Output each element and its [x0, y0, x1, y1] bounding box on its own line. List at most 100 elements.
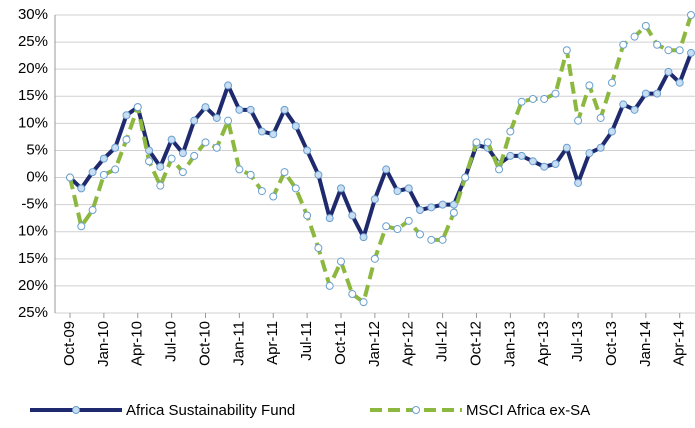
point [630, 32, 639, 41]
point [596, 113, 605, 122]
point [438, 200, 447, 209]
point [495, 165, 504, 174]
point [348, 290, 357, 299]
point [224, 81, 233, 90]
x-tick-label: Jul-13 [569, 321, 586, 362]
point [190, 151, 199, 160]
legend-marker [72, 406, 80, 414]
point [212, 113, 221, 122]
point [630, 105, 639, 114]
point [111, 143, 120, 152]
point [528, 94, 537, 103]
point [314, 170, 323, 179]
point [145, 146, 154, 155]
point [77, 222, 86, 231]
point [687, 11, 695, 19]
point [291, 184, 300, 193]
y-tick-label: 10% [18, 223, 48, 240]
point [156, 181, 165, 190]
point [585, 149, 594, 158]
legend-marker [412, 406, 420, 414]
x-tick-label: Apr-12 [400, 321, 417, 366]
x-tick-label: Jul-12 [434, 321, 451, 362]
point [88, 168, 97, 177]
x-tick-label: Jan-13 [501, 321, 518, 367]
point [280, 168, 289, 177]
point [517, 97, 526, 106]
point [178, 168, 187, 177]
legend-label: MSCI Africa ex-SA [466, 402, 590, 419]
point [303, 146, 312, 155]
point [280, 105, 289, 114]
point [540, 94, 549, 103]
y-tick-label: 25% [18, 33, 48, 50]
point [461, 173, 470, 182]
point [653, 89, 662, 98]
point [111, 165, 120, 174]
point [517, 151, 526, 160]
x-tick-label: Jan-14 [637, 321, 654, 367]
point [246, 105, 255, 114]
point [574, 116, 583, 125]
point [449, 200, 458, 209]
point [393, 187, 402, 196]
x-tick-label: Jul-10 [163, 321, 180, 362]
point [607, 78, 616, 87]
y-tick-label: 20% [18, 60, 48, 77]
point [664, 67, 673, 76]
legend-label: Africa Sustainability Fund [126, 402, 295, 419]
point [619, 100, 628, 109]
point [540, 162, 549, 171]
point [483, 138, 492, 147]
point [359, 233, 368, 242]
point [438, 235, 447, 244]
x-tick-label: Apr-13 [535, 321, 552, 366]
point [596, 143, 605, 152]
x-tick-label: Jul-11 [298, 321, 315, 361]
y-tick-label: 15% [18, 87, 48, 104]
point [257, 187, 266, 196]
point [607, 127, 616, 136]
x-tick-label: Oct-13 [603, 321, 620, 366]
point [201, 138, 210, 147]
point [359, 298, 368, 307]
x-tick-label: Oct-10 [196, 321, 213, 366]
x-tick-label: Apr-10 [129, 321, 146, 366]
x-tick-label: Jan-12 [366, 321, 383, 367]
point [370, 195, 379, 204]
point [99, 170, 108, 179]
point [325, 214, 334, 223]
point [404, 216, 413, 225]
x-tick-label: Jan-10 [95, 321, 112, 367]
x-tick-label: Oct-12 [467, 321, 484, 366]
point [88, 206, 97, 215]
point [178, 149, 187, 158]
point [224, 116, 233, 125]
point [562, 143, 571, 152]
point [66, 173, 74, 182]
y-tick-label: -5% [21, 196, 48, 213]
point [336, 184, 345, 193]
y-tick-label: 0% [26, 169, 48, 186]
x-tick-label: Oct-09 [61, 321, 78, 366]
point [370, 254, 379, 263]
point [641, 21, 650, 30]
point [99, 154, 108, 163]
point [122, 135, 131, 144]
point [449, 208, 458, 217]
point [404, 184, 413, 193]
x-tick-label: Oct-11 [332, 321, 349, 365]
point [303, 211, 312, 220]
point [201, 103, 210, 112]
point [190, 116, 199, 125]
x-tick-label: Apr-14 [671, 321, 688, 366]
point [687, 48, 695, 57]
y-tick-label: 25% [18, 304, 48, 321]
point [393, 225, 402, 234]
point [212, 143, 221, 152]
point [551, 160, 560, 168]
point [314, 243, 323, 252]
point [585, 81, 594, 90]
point [325, 281, 334, 290]
point [416, 230, 425, 239]
